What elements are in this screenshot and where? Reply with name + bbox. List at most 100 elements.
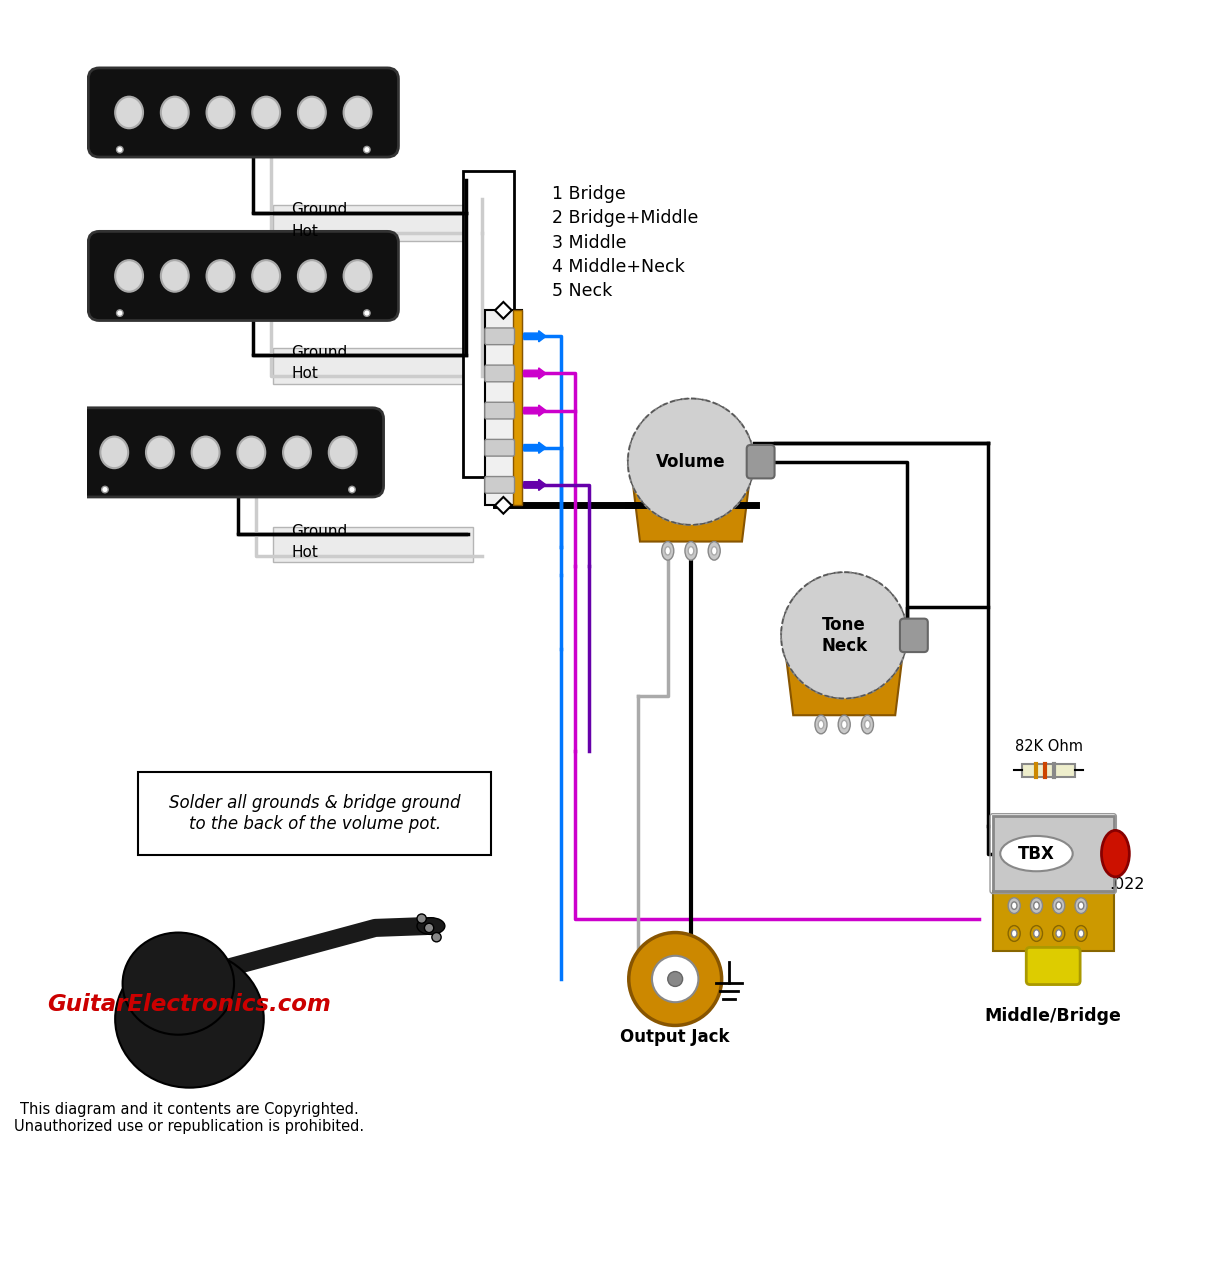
Text: GuitarElectronics.com: GuitarElectronics.com xyxy=(48,992,332,1015)
Circle shape xyxy=(668,972,682,987)
Ellipse shape xyxy=(712,547,717,556)
Text: Ground: Ground xyxy=(292,524,348,539)
Ellipse shape xyxy=(818,721,823,728)
FancyArrow shape xyxy=(524,404,546,416)
Ellipse shape xyxy=(1030,925,1042,941)
Text: 1 Bridge: 1 Bridge xyxy=(551,186,626,204)
Text: Hot: Hot xyxy=(292,545,319,561)
Ellipse shape xyxy=(160,260,189,292)
Circle shape xyxy=(359,306,375,320)
Ellipse shape xyxy=(328,436,356,468)
FancyArrow shape xyxy=(524,479,546,490)
Text: TBX: TBX xyxy=(1018,845,1055,863)
FancyBboxPatch shape xyxy=(747,445,774,479)
Ellipse shape xyxy=(1034,929,1039,937)
Ellipse shape xyxy=(1052,897,1065,914)
Text: Hot: Hot xyxy=(292,224,319,239)
Circle shape xyxy=(628,398,755,525)
Circle shape xyxy=(359,142,375,157)
Ellipse shape xyxy=(1078,929,1084,937)
Circle shape xyxy=(98,483,113,497)
Circle shape xyxy=(417,914,426,923)
Text: Ground: Ground xyxy=(292,344,348,360)
Ellipse shape xyxy=(1030,897,1042,914)
Circle shape xyxy=(116,310,122,316)
Ellipse shape xyxy=(122,933,234,1034)
FancyBboxPatch shape xyxy=(992,817,1114,891)
Ellipse shape xyxy=(1034,902,1039,909)
Circle shape xyxy=(782,572,908,699)
FancyBboxPatch shape xyxy=(74,408,383,497)
FancyArrow shape xyxy=(524,330,546,342)
Ellipse shape xyxy=(207,97,234,128)
Bar xyxy=(92,483,365,495)
FancyArrow shape xyxy=(524,442,546,453)
Ellipse shape xyxy=(1076,897,1087,914)
Ellipse shape xyxy=(100,436,129,468)
Ellipse shape xyxy=(708,541,720,561)
Ellipse shape xyxy=(838,716,850,733)
Circle shape xyxy=(113,306,127,320)
Bar xyxy=(273,205,473,241)
Bar xyxy=(463,172,513,477)
Ellipse shape xyxy=(298,97,326,128)
Text: Tone
Neck: Tone Neck xyxy=(821,616,867,655)
Circle shape xyxy=(652,956,698,1002)
FancyBboxPatch shape xyxy=(485,476,514,493)
Ellipse shape xyxy=(417,918,445,934)
Circle shape xyxy=(628,933,722,1025)
Text: .022: .022 xyxy=(1109,877,1144,892)
FancyBboxPatch shape xyxy=(1027,947,1080,984)
Ellipse shape xyxy=(1076,925,1087,941)
Bar xyxy=(1022,764,1076,777)
Ellipse shape xyxy=(1012,902,1017,909)
Text: Output Jack: Output Jack xyxy=(620,1028,730,1046)
Ellipse shape xyxy=(1012,929,1017,937)
Polygon shape xyxy=(495,302,512,319)
Text: This diagram and it contents are Copyrighted.
Unauthorized use or republication : This diagram and it contents are Copyrig… xyxy=(15,1102,365,1134)
Bar xyxy=(273,526,473,562)
FancyArrow shape xyxy=(524,367,546,379)
Ellipse shape xyxy=(1078,902,1084,909)
Text: Middle/Bridge: Middle/Bridge xyxy=(985,1007,1122,1025)
FancyBboxPatch shape xyxy=(485,328,514,344)
Circle shape xyxy=(349,486,355,493)
Circle shape xyxy=(364,310,370,316)
Circle shape xyxy=(344,483,359,497)
Ellipse shape xyxy=(1101,831,1129,877)
Ellipse shape xyxy=(298,260,326,292)
FancyBboxPatch shape xyxy=(138,772,491,855)
Circle shape xyxy=(432,933,441,942)
FancyBboxPatch shape xyxy=(485,365,514,381)
Ellipse shape xyxy=(115,950,263,1088)
Polygon shape xyxy=(495,497,512,513)
Bar xyxy=(512,310,522,506)
Ellipse shape xyxy=(1056,929,1062,937)
Ellipse shape xyxy=(238,436,266,468)
Text: 4 Middle+Neck: 4 Middle+Neck xyxy=(551,257,685,275)
Bar xyxy=(107,142,380,155)
Circle shape xyxy=(113,142,127,157)
Text: Solder all grounds & bridge ground
to the back of the volume pot.: Solder all grounds & bridge ground to th… xyxy=(169,795,461,833)
Text: 5 Neck: 5 Neck xyxy=(551,282,612,300)
Ellipse shape xyxy=(865,721,870,728)
Ellipse shape xyxy=(685,541,697,561)
Text: Volume: Volume xyxy=(657,453,725,471)
FancyBboxPatch shape xyxy=(485,402,514,419)
Ellipse shape xyxy=(1008,897,1020,914)
Ellipse shape xyxy=(665,547,670,556)
Text: Hot: Hot xyxy=(292,366,319,381)
FancyBboxPatch shape xyxy=(485,439,514,456)
Bar xyxy=(107,306,380,319)
Polygon shape xyxy=(784,641,904,716)
Circle shape xyxy=(102,486,108,493)
Bar xyxy=(273,348,473,384)
Ellipse shape xyxy=(283,436,311,468)
Ellipse shape xyxy=(344,260,371,292)
Polygon shape xyxy=(631,468,751,541)
FancyBboxPatch shape xyxy=(88,68,398,157)
Circle shape xyxy=(364,146,370,152)
Circle shape xyxy=(424,923,434,933)
FancyBboxPatch shape xyxy=(485,310,522,506)
Ellipse shape xyxy=(662,541,674,561)
